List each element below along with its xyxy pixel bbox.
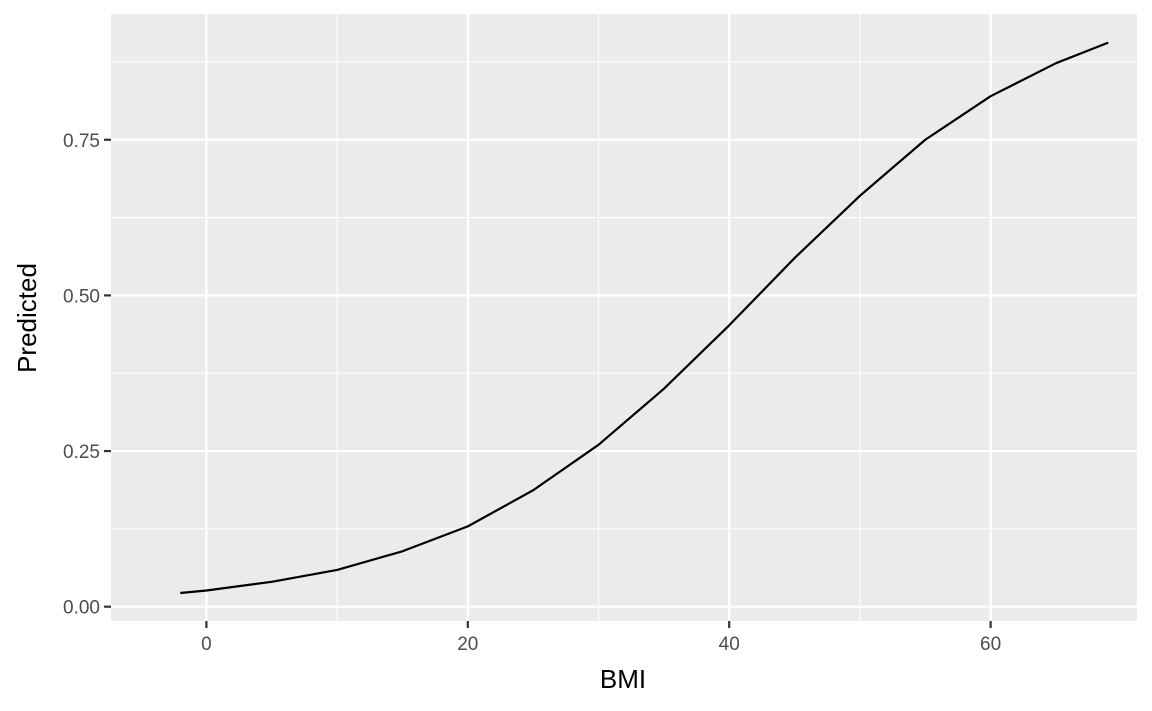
- y-axis-title: Predicted: [12, 263, 42, 373]
- y-tick-label: 0.75: [63, 131, 100, 152]
- x-tick-label: 0: [201, 634, 212, 655]
- minor-gridlines: [111, 14, 1137, 621]
- y-tick-label: 0.25: [63, 442, 100, 463]
- series-line: [180, 41, 1109, 595]
- series-layer: [180, 41, 1109, 595]
- major-gridlines: [111, 14, 1137, 621]
- tick-labels: 0 20 40 60 0.00 0.25 0.50 0.75: [63, 131, 1001, 655]
- axis-ticks: [104, 138, 992, 628]
- panel-background: [111, 14, 1137, 621]
- x-tick-label: 60: [980, 634, 1001, 655]
- y-tick-label: 0.50: [63, 286, 100, 307]
- x-tick-label: 20: [457, 634, 478, 655]
- y-tick-label: 0.00: [63, 598, 100, 619]
- x-tick-label: 40: [719, 634, 740, 655]
- x-axis-title: BMI: [600, 664, 646, 694]
